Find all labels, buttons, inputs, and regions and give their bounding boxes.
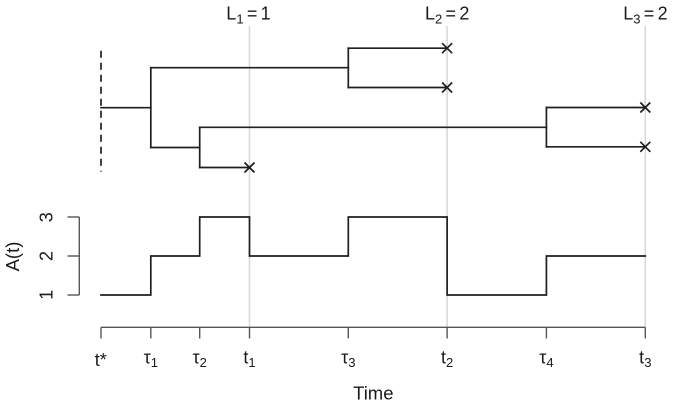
svg-text:t*: t* — [95, 350, 107, 370]
svg-text:L2=2: L2 = 2 — [425, 4, 469, 27]
svg-text:Time: Time — [353, 383, 393, 404]
svg-text:L1=1: L1 = 1 — [226, 4, 270, 27]
svg-text:L3=2: L3 = 2 — [623, 4, 667, 27]
svg-text:2: 2 — [37, 251, 57, 261]
svg-text:1: 1 — [37, 290, 57, 300]
svg-text:3: 3 — [37, 212, 57, 222]
svg-text:A(t): A(t) — [2, 242, 23, 272]
